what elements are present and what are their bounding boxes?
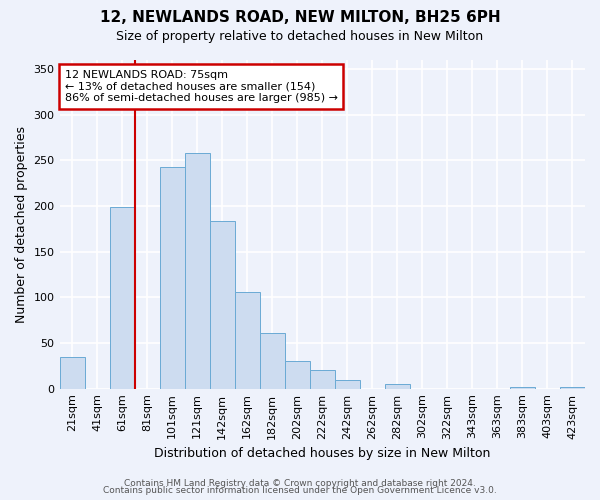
Bar bbox=[285, 362, 310, 388]
Text: 12 NEWLANDS ROAD: 75sqm
← 13% of detached houses are smaller (154)
86% of semi-d: 12 NEWLANDS ROAD: 75sqm ← 13% of detache… bbox=[65, 70, 338, 103]
Bar bbox=[110, 207, 134, 388]
Bar bbox=[510, 387, 535, 388]
Bar bbox=[385, 384, 410, 388]
Text: Contains public sector information licensed under the Open Government Licence v3: Contains public sector information licen… bbox=[103, 486, 497, 495]
Y-axis label: Number of detached properties: Number of detached properties bbox=[15, 126, 28, 323]
Text: Size of property relative to detached houses in New Milton: Size of property relative to detached ho… bbox=[116, 30, 484, 43]
Bar bbox=[260, 333, 285, 388]
Text: 12, NEWLANDS ROAD, NEW MILTON, BH25 6PH: 12, NEWLANDS ROAD, NEW MILTON, BH25 6PH bbox=[100, 10, 500, 25]
Bar bbox=[185, 153, 209, 388]
Bar bbox=[310, 370, 335, 388]
Bar bbox=[335, 380, 360, 388]
Bar bbox=[560, 387, 585, 388]
Bar bbox=[235, 292, 260, 388]
Bar bbox=[209, 220, 235, 388]
Text: Contains HM Land Registry data © Crown copyright and database right 2024.: Contains HM Land Registry data © Crown c… bbox=[124, 478, 476, 488]
X-axis label: Distribution of detached houses by size in New Milton: Distribution of detached houses by size … bbox=[154, 447, 490, 460]
Bar bbox=[160, 167, 185, 388]
Bar bbox=[59, 356, 85, 388]
